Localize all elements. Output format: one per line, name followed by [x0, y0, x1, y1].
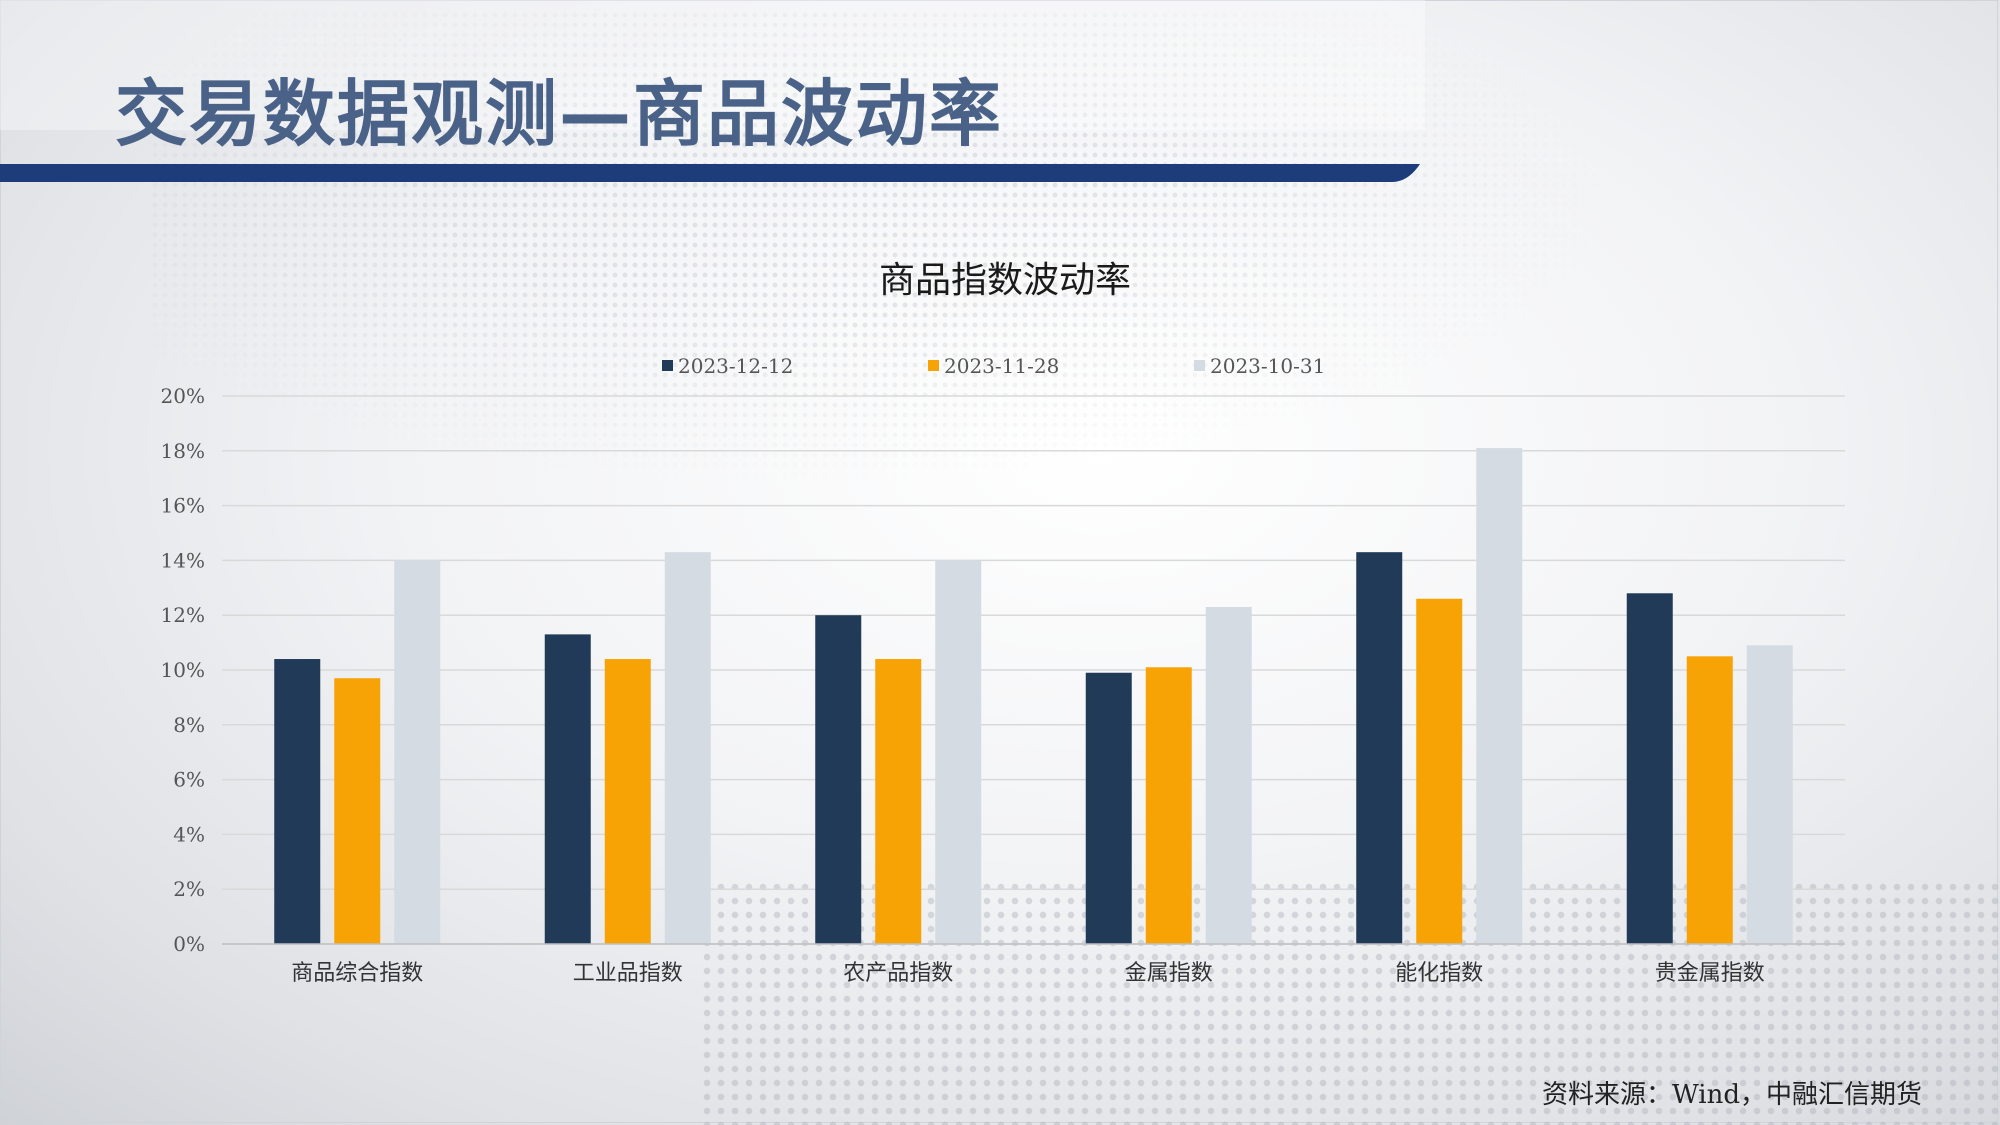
bar-3: [394, 560, 441, 944]
bar-1: [544, 634, 591, 944]
x-tick-label: 商品综合指数: [291, 961, 423, 986]
x-tick-label: 农产品指数: [843, 961, 953, 986]
y-axis: 0% 2% 4% 6% 8% 10% 12% 14% 16% 18% 20%: [161, 384, 205, 956]
bar-2: [1145, 667, 1192, 944]
chart-gridlines: [222, 395, 1845, 945]
legend-label: 2023-12-12: [678, 354, 793, 378]
y-tick-label: 8%: [173, 713, 205, 737]
y-tick-label: 4%: [173, 822, 205, 846]
bar-2: [334, 678, 381, 944]
legend-label: 2023-11-28: [944, 354, 1059, 378]
world-map-dot-pattern: [150, 10, 1600, 480]
slide-title: 交易数据观测—商品波动率: [115, 72, 1004, 156]
bar-3: [1746, 645, 1793, 944]
x-axis: 商品综合指数 工业品指数 农产品指数 金属指数 能化指数 贵金属指数: [222, 943, 1845, 986]
data-source-note: 资料来源：Wind，中融汇信期货: [1542, 1080, 1922, 1110]
y-tick-label: 6%: [173, 768, 205, 792]
bar-3: [935, 560, 982, 944]
chart-bars: [274, 448, 1793, 944]
x-tick-label: 金属指数: [1125, 961, 1213, 986]
bar-3: [1205, 606, 1252, 944]
bar-1: [815, 615, 862, 944]
bar-1: [1626, 593, 1673, 944]
y-tick-label: 20%: [161, 384, 205, 408]
bar-1: [1085, 672, 1132, 944]
bar-3: [664, 552, 711, 944]
legend-swatch: [662, 360, 673, 371]
y-tick-label: 16%: [161, 494, 205, 518]
x-tick-label: 能化指数: [1395, 961, 1483, 986]
bar-3: [1476, 448, 1523, 944]
title-underline-bar: [0, 164, 1420, 182]
y-tick-label: 18%: [161, 439, 205, 463]
chart-title: 商品指数波动率: [879, 260, 1131, 301]
chart-legend: 2023-12-12 2023-11-28 2023-10-31: [662, 354, 1325, 378]
legend-label: 2023-10-31: [1210, 354, 1325, 378]
y-tick-label: 10%: [161, 658, 205, 682]
legend-swatch: [928, 360, 939, 371]
header-band: [0, 0, 1425, 130]
bar-2: [1416, 598, 1463, 944]
y-tick-label: 0%: [173, 932, 205, 956]
bar-1: [274, 659, 321, 944]
y-tick-label: 12%: [161, 603, 205, 627]
bar-1: [1356, 552, 1403, 944]
x-tick-label: 工业品指数: [573, 961, 683, 986]
x-tick-label: 贵金属指数: [1655, 961, 1765, 986]
legend-swatch: [1194, 360, 1205, 371]
bar-2: [1686, 656, 1733, 944]
bar-2: [875, 659, 922, 944]
y-tick-label: 14%: [161, 548, 205, 572]
y-tick-label: 2%: [173, 877, 205, 901]
bar-2: [604, 659, 651, 944]
